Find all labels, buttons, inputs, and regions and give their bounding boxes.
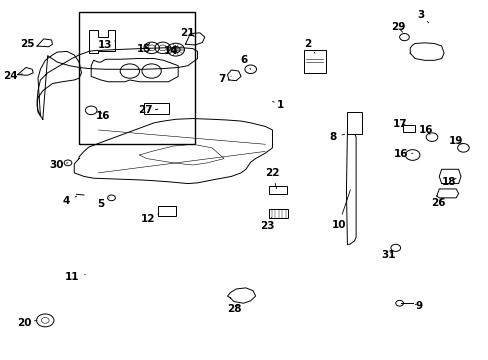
Text: 5: 5 bbox=[97, 198, 109, 209]
Text: 30: 30 bbox=[49, 160, 68, 170]
Text: 27: 27 bbox=[138, 105, 158, 115]
Text: 16: 16 bbox=[96, 111, 110, 121]
Bar bbox=[268, 208, 288, 217]
Text: 20: 20 bbox=[17, 318, 37, 328]
Bar bbox=[144, 103, 168, 114]
Text: 26: 26 bbox=[430, 198, 445, 208]
Bar bbox=[79, 12, 195, 144]
Text: 12: 12 bbox=[140, 213, 159, 224]
Text: 7: 7 bbox=[218, 74, 231, 84]
Bar bbox=[158, 206, 176, 216]
Text: 23: 23 bbox=[260, 217, 274, 231]
Text: 25: 25 bbox=[20, 39, 38, 49]
Bar bbox=[402, 125, 414, 132]
Text: 28: 28 bbox=[226, 303, 241, 314]
Text: 6: 6 bbox=[240, 55, 250, 69]
Text: 22: 22 bbox=[264, 168, 279, 189]
Text: 1: 1 bbox=[272, 100, 284, 110]
Text: 29: 29 bbox=[390, 22, 405, 32]
Text: 10: 10 bbox=[331, 190, 350, 230]
Text: 21: 21 bbox=[180, 28, 195, 38]
Text: 13: 13 bbox=[97, 40, 115, 50]
Text: 11: 11 bbox=[64, 272, 85, 282]
Text: 19: 19 bbox=[448, 136, 463, 146]
Text: 17: 17 bbox=[392, 118, 407, 129]
Text: 16: 16 bbox=[393, 149, 412, 159]
Bar bbox=[346, 112, 361, 134]
Text: 2: 2 bbox=[304, 39, 314, 53]
Text: 14: 14 bbox=[163, 45, 178, 56]
Text: 8: 8 bbox=[328, 132, 344, 142]
Text: 24: 24 bbox=[2, 71, 22, 81]
Text: 3: 3 bbox=[416, 10, 428, 23]
Text: 15: 15 bbox=[137, 43, 151, 54]
Bar bbox=[268, 186, 287, 194]
Text: 18: 18 bbox=[441, 177, 455, 187]
Text: 4: 4 bbox=[62, 196, 77, 206]
Text: 16: 16 bbox=[418, 125, 432, 135]
Text: 9: 9 bbox=[414, 301, 422, 311]
Bar bbox=[303, 50, 325, 73]
Text: 31: 31 bbox=[381, 250, 395, 260]
